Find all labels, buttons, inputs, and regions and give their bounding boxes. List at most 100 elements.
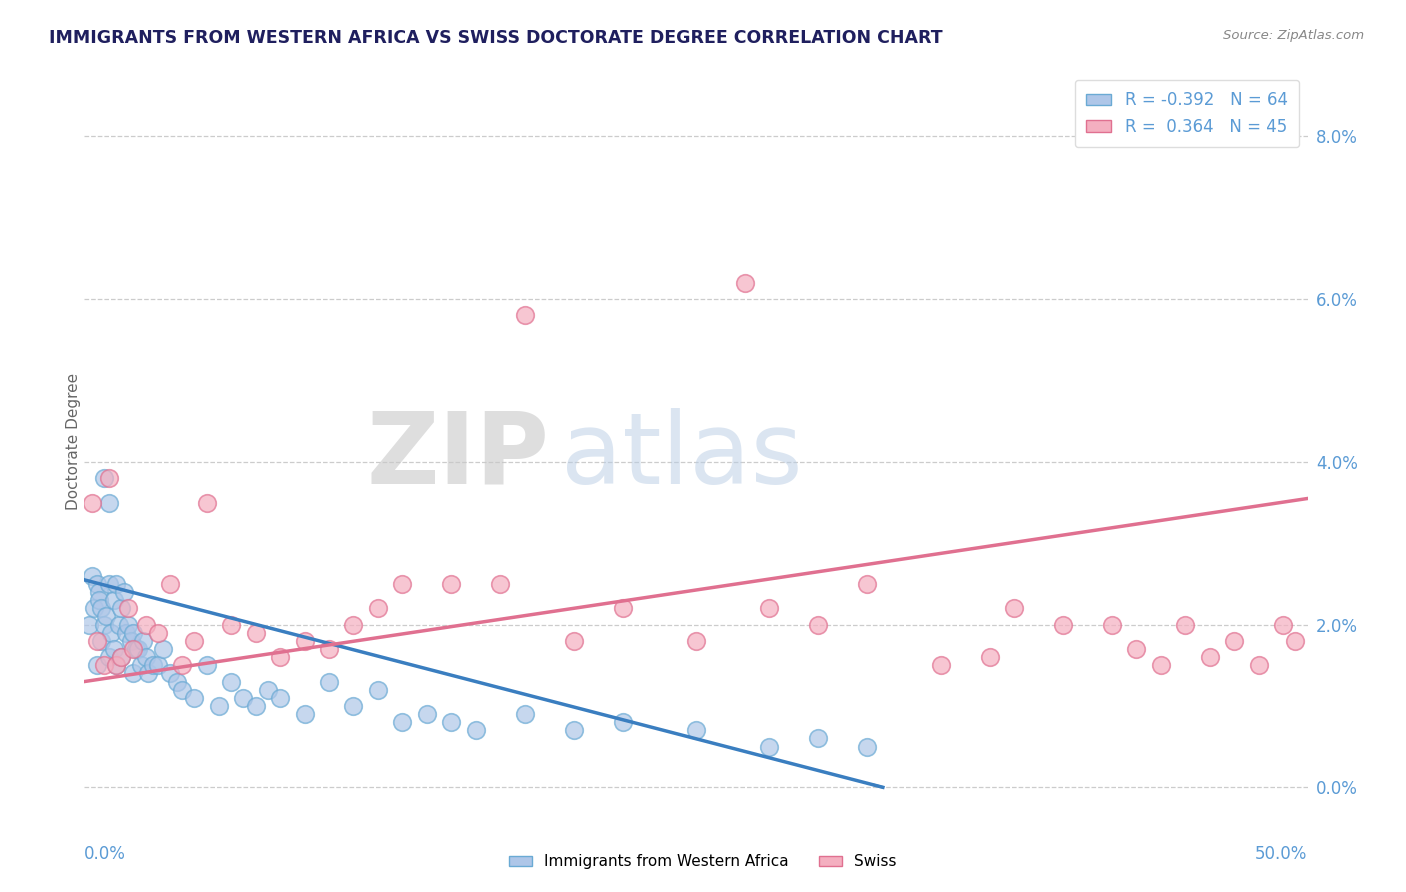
- Point: [612, 715, 634, 730]
- Point: [83, 601, 105, 615]
- Point: [807, 731, 830, 746]
- Point: [80, 495, 103, 509]
- Y-axis label: Doctorate Degree: Doctorate Degree: [66, 373, 80, 510]
- Point: [342, 617, 364, 632]
- Point: [105, 658, 128, 673]
- Point: [342, 698, 364, 713]
- Point: [135, 617, 157, 632]
- Point: [1272, 617, 1295, 632]
- Point: [807, 617, 830, 632]
- Point: [489, 577, 512, 591]
- Point: [135, 650, 157, 665]
- Point: [1198, 650, 1220, 665]
- Point: [122, 625, 145, 640]
- Point: [1150, 658, 1173, 673]
- Point: [685, 723, 707, 738]
- Point: [612, 601, 634, 615]
- Point: [1247, 658, 1270, 673]
- Point: [86, 658, 108, 673]
- Point: [1052, 617, 1074, 632]
- Point: [758, 601, 780, 615]
- Point: [367, 601, 389, 615]
- Point: [93, 471, 115, 485]
- Point: [269, 650, 291, 665]
- Point: [208, 698, 231, 713]
- Point: [125, 642, 148, 657]
- Point: [856, 577, 879, 591]
- Point: [183, 690, 205, 705]
- Point: [232, 690, 254, 705]
- Point: [391, 577, 413, 591]
- Point: [294, 633, 316, 648]
- Point: [97, 471, 120, 485]
- Point: [513, 707, 536, 722]
- Point: [110, 650, 132, 665]
- Point: [318, 642, 340, 657]
- Point: [97, 577, 120, 591]
- Text: Source: ZipAtlas.com: Source: ZipAtlas.com: [1223, 29, 1364, 42]
- Point: [97, 495, 120, 509]
- Point: [294, 707, 316, 722]
- Point: [929, 658, 952, 673]
- Point: [90, 601, 112, 615]
- Point: [120, 633, 142, 648]
- Point: [87, 585, 110, 599]
- Point: [367, 682, 389, 697]
- Point: [96, 609, 118, 624]
- Point: [166, 674, 188, 689]
- Point: [513, 309, 536, 323]
- Point: [685, 633, 707, 648]
- Point: [159, 577, 181, 591]
- Point: [110, 650, 132, 665]
- Legend: Immigrants from Western Africa, Swiss: Immigrants from Western Africa, Swiss: [503, 848, 903, 875]
- Point: [115, 625, 138, 640]
- Point: [440, 715, 463, 730]
- Point: [97, 650, 120, 665]
- Point: [117, 601, 139, 615]
- Point: [86, 577, 108, 591]
- Point: [183, 633, 205, 648]
- Point: [86, 633, 108, 648]
- Point: [103, 593, 125, 607]
- Point: [132, 633, 155, 648]
- Point: [146, 625, 169, 640]
- Point: [127, 642, 149, 657]
- Point: [440, 577, 463, 591]
- Point: [1284, 633, 1306, 648]
- Point: [758, 739, 780, 754]
- Point: [122, 666, 145, 681]
- Point: [142, 658, 165, 673]
- Point: [107, 617, 129, 632]
- Point: [391, 715, 413, 730]
- Point: [77, 617, 100, 632]
- Point: [136, 666, 159, 681]
- Point: [122, 642, 145, 657]
- Point: [100, 625, 122, 640]
- Point: [245, 625, 267, 640]
- Point: [1101, 617, 1123, 632]
- Point: [103, 642, 125, 657]
- Point: [219, 674, 242, 689]
- Point: [219, 617, 242, 632]
- Point: [172, 658, 194, 673]
- Point: [318, 674, 340, 689]
- Point: [856, 739, 879, 754]
- Point: [562, 723, 585, 738]
- Text: 50.0%: 50.0%: [1256, 845, 1308, 863]
- Point: [152, 642, 174, 657]
- Point: [245, 698, 267, 713]
- Point: [110, 601, 132, 615]
- Point: [195, 495, 218, 509]
- Point: [979, 650, 1001, 665]
- Point: [117, 617, 139, 632]
- Point: [464, 723, 486, 738]
- Point: [1174, 617, 1197, 632]
- Point: [269, 690, 291, 705]
- Text: 0.0%: 0.0%: [84, 845, 127, 863]
- Point: [195, 658, 218, 673]
- Text: IMMIGRANTS FROM WESTERN AFRICA VS SWISS DOCTORATE DEGREE CORRELATION CHART: IMMIGRANTS FROM WESTERN AFRICA VS SWISS …: [49, 29, 943, 46]
- Point: [112, 585, 135, 599]
- Text: atlas: atlas: [561, 408, 803, 505]
- Point: [416, 707, 439, 722]
- Text: ZIP: ZIP: [367, 408, 550, 505]
